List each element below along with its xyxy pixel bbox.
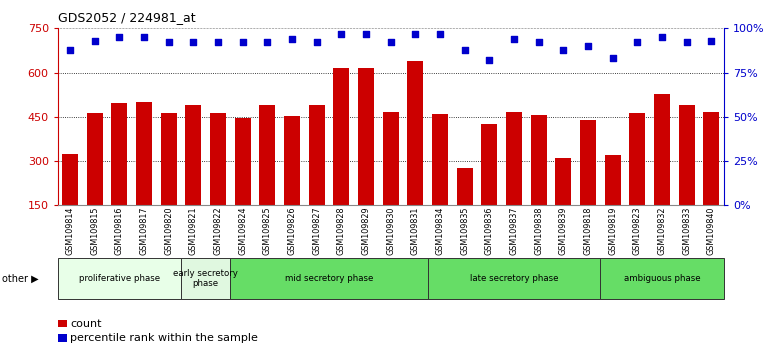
Bar bbox=[259, 105, 276, 205]
Bar bbox=[531, 115, 547, 205]
Text: mid secretory phase: mid secretory phase bbox=[285, 274, 373, 283]
Bar bbox=[161, 113, 177, 205]
Point bbox=[681, 40, 693, 45]
Text: early secretory
phase: early secretory phase bbox=[173, 269, 238, 289]
Bar bbox=[481, 124, 497, 205]
Bar bbox=[230, 258, 428, 299]
Bar bbox=[407, 61, 424, 205]
Bar bbox=[210, 113, 226, 205]
Point bbox=[138, 34, 150, 40]
Point bbox=[484, 57, 496, 63]
Text: late secretory phase: late secretory phase bbox=[470, 274, 558, 283]
Bar bbox=[235, 118, 251, 205]
Point bbox=[360, 31, 372, 36]
Text: GDS2052 / 224981_at: GDS2052 / 224981_at bbox=[58, 11, 196, 24]
Bar bbox=[506, 112, 522, 205]
Bar bbox=[136, 102, 152, 205]
Point bbox=[89, 38, 101, 44]
Bar bbox=[457, 167, 473, 205]
Bar bbox=[704, 112, 719, 205]
Point bbox=[212, 40, 224, 45]
Point bbox=[582, 43, 594, 49]
Bar bbox=[333, 68, 350, 205]
Point bbox=[113, 34, 126, 40]
Point bbox=[64, 47, 76, 52]
Text: count: count bbox=[70, 319, 102, 329]
Text: other ▶: other ▶ bbox=[2, 274, 38, 284]
Bar bbox=[309, 105, 325, 205]
Point bbox=[286, 36, 298, 42]
Point bbox=[410, 31, 422, 36]
Point bbox=[335, 31, 347, 36]
Point bbox=[533, 40, 545, 45]
Point bbox=[705, 38, 718, 44]
Bar bbox=[604, 155, 621, 205]
Bar bbox=[284, 116, 300, 205]
Bar bbox=[181, 258, 230, 299]
Point bbox=[236, 40, 249, 45]
Point bbox=[261, 40, 273, 45]
Bar bbox=[580, 120, 596, 205]
Point bbox=[459, 47, 471, 52]
Bar bbox=[428, 258, 601, 299]
Point bbox=[162, 40, 175, 45]
Bar bbox=[358, 68, 374, 205]
Point bbox=[631, 40, 644, 45]
Bar bbox=[383, 112, 399, 205]
Bar bbox=[601, 258, 724, 299]
Bar bbox=[87, 113, 102, 205]
Text: ambiguous phase: ambiguous phase bbox=[624, 274, 701, 283]
Point bbox=[508, 36, 521, 42]
Point bbox=[557, 47, 570, 52]
Point bbox=[310, 40, 323, 45]
Bar bbox=[58, 258, 181, 299]
Bar bbox=[432, 114, 448, 205]
Bar bbox=[186, 105, 202, 205]
Bar bbox=[654, 94, 670, 205]
Point bbox=[607, 56, 619, 61]
Text: proliferative phase: proliferative phase bbox=[79, 274, 160, 283]
Bar bbox=[112, 103, 128, 205]
Point bbox=[384, 40, 397, 45]
Bar bbox=[62, 154, 78, 205]
Point bbox=[434, 31, 447, 36]
Bar bbox=[555, 158, 571, 205]
Bar bbox=[679, 105, 695, 205]
Point bbox=[187, 40, 199, 45]
Bar bbox=[629, 113, 645, 205]
Text: percentile rank within the sample: percentile rank within the sample bbox=[70, 333, 258, 343]
Point bbox=[656, 34, 668, 40]
